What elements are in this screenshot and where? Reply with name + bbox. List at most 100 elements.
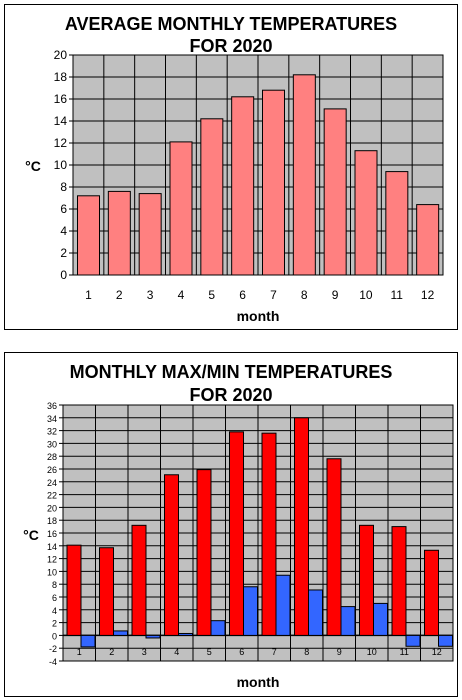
y-tick-label: 18 [47, 516, 57, 526]
y-tick-label: 36 [47, 401, 57, 411]
y-tick-label: 18 [54, 70, 68, 84]
average-temperature-bar [323, 108, 347, 276]
y-tick-label: 16 [54, 92, 68, 106]
y-tick-label: -4 [49, 657, 57, 667]
x-tick-label: 11 [391, 288, 404, 302]
y-tick-label: 32 [47, 427, 57, 437]
x-tick-label: 1 [77, 647, 82, 657]
x-tick-label: 12 [421, 288, 435, 302]
y-tick-label: 6 [52, 593, 57, 603]
max-temperature-bar [229, 431, 244, 636]
chart1-title-line1: AVERAGE MONTHLY TEMPERATURES [64, 14, 398, 34]
min-temperature-bar [438, 634, 453, 647]
y-tick-label: 14 [54, 114, 68, 128]
y-tick-label: 14 [47, 542, 57, 552]
y-tick-label: 28 [47, 452, 57, 462]
average-temperature-bar [107, 190, 131, 276]
x-tick-label: 7 [272, 647, 277, 657]
max-min-temperature-chart-panel: MONTHLY MAX/MIN TEMPERATURES FOR 2020 -4… [4, 352, 458, 697]
y-tick-label: 2 [52, 619, 57, 629]
min-temperature-bar [80, 634, 96, 648]
x-tick-label: 2 [109, 647, 114, 657]
x-tick-label: 8 [304, 647, 309, 657]
chart2-x-axis-label: month [237, 674, 280, 690]
chart1-x-axis-label: month [237, 308, 280, 324]
y-tick-label: 4 [52, 606, 57, 616]
x-tick-label: 6 [239, 647, 244, 657]
max-temperature-bar [131, 524, 147, 636]
average-temperature-bar [231, 96, 255, 276]
max-temperature-bar [164, 474, 179, 636]
min-temperature-bar [210, 620, 226, 636]
x-tick-label: 5 [208, 288, 215, 302]
y-tick-label: 20 [54, 48, 68, 62]
y-tick-label: 0 [60, 268, 67, 282]
x-tick-label: 2 [116, 288, 123, 302]
min-temperature-bar [340, 606, 356, 636]
chart2-title-line2: FOR 2020 [189, 385, 273, 405]
max-temperature-bar [359, 524, 374, 636]
y-tick-label: -2 [49, 644, 57, 654]
y-tick-label: 12 [54, 136, 68, 150]
y-tick-label: 24 [47, 478, 57, 488]
y-tick-label: 12 [47, 555, 57, 565]
max-temperature-bar [391, 526, 407, 636]
x-tick-label: 3 [142, 647, 147, 657]
y-tick-label: 8 [60, 180, 67, 194]
x-tick-label: 3 [147, 288, 154, 302]
min-temperature-bar [145, 634, 161, 639]
y-tick-label: 2 [60, 246, 67, 260]
y-tick-label: 20 [47, 503, 57, 513]
x-tick-label: 5 [207, 647, 212, 657]
y-tick-label: 10 [54, 158, 68, 172]
min-temperature-bar [275, 574, 291, 636]
min-temperature-bar [243, 586, 258, 636]
x-tick-label: 9 [337, 647, 342, 657]
x-tick-label: 9 [332, 288, 339, 302]
x-tick-label: 10 [359, 288, 373, 302]
min-temperature-bar [308, 589, 323, 636]
x-tick-label: 12 [432, 647, 442, 657]
x-tick-label: 6 [239, 288, 246, 302]
x-tick-label: 4 [178, 288, 185, 302]
average-temperature-bar [77, 195, 100, 276]
y-tick-label: 8 [52, 580, 57, 590]
chart1-y-axis-label: °C [25, 158, 41, 174]
x-tick-label: 8 [301, 288, 308, 302]
min-temperature-bar [113, 630, 128, 636]
max-temperature-bar [294, 417, 309, 636]
average-temperature-bar [385, 171, 409, 276]
y-tick-label: 0 [52, 631, 57, 641]
max-temperature-bar [326, 458, 342, 636]
max-temperature-bar [66, 544, 82, 636]
average-temperature-bar [200, 118, 224, 276]
x-tick-label: 10 [367, 647, 377, 657]
x-tick-label: 7 [270, 288, 277, 302]
max-temperature-bar [196, 469, 212, 636]
y-tick-label: 4 [60, 224, 67, 238]
average-temperature-bar [262, 89, 285, 276]
x-tick-label: 4 [174, 647, 179, 657]
min-temperature-bar [405, 634, 421, 647]
x-tick-label: 1 [85, 288, 92, 302]
average-temperature-bar [416, 204, 440, 276]
average-temperature-bar [169, 141, 193, 276]
max-temperature-bar [99, 547, 114, 636]
max-temperature-bar [424, 549, 439, 636]
average-temperature-bar [354, 150, 378, 276]
y-tick-label: 10 [47, 567, 57, 577]
average-temperature-bar [292, 74, 316, 276]
y-tick-label: 34 [47, 414, 57, 424]
y-tick-label: 30 [47, 439, 57, 449]
x-tick-label: 11 [400, 647, 409, 657]
chart2-title-line1: MONTHLY MAX/MIN TEMPERATURES [69, 362, 393, 382]
average-temperature-bar [138, 193, 162, 276]
min-temperature-bar [178, 632, 193, 636]
y-tick-label: 16 [47, 529, 57, 539]
min-temperature-bar [373, 602, 388, 636]
max-temperature-bar [261, 432, 277, 636]
chart2-y-axis-label: °C [23, 527, 39, 543]
y-tick-label: 6 [60, 202, 67, 216]
